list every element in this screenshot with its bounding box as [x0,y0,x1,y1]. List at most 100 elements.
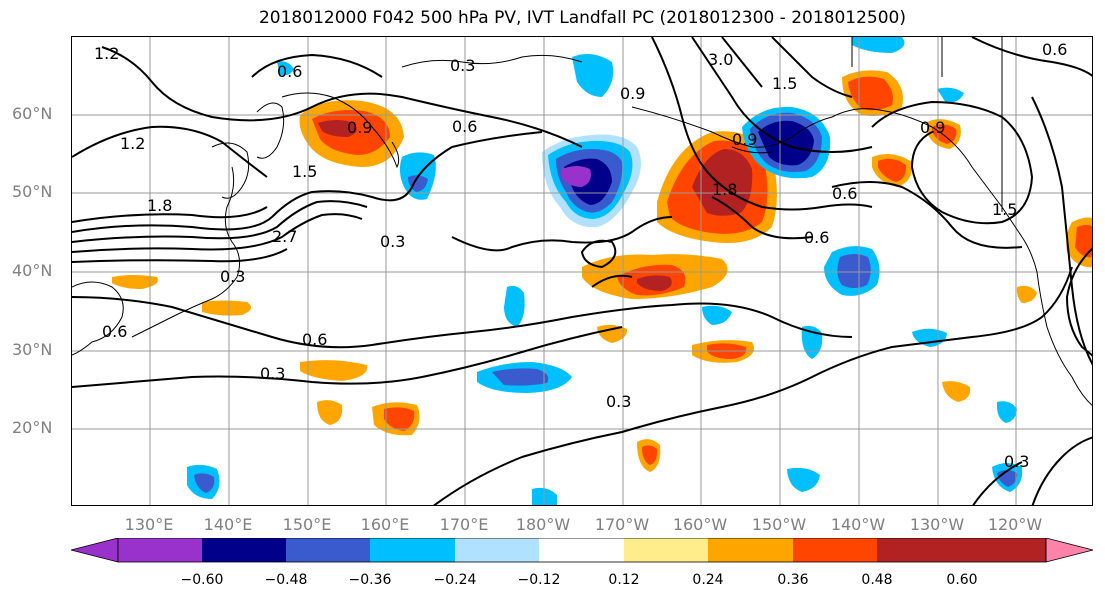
colorbar-segment [708,538,793,562]
colorbar [70,538,1094,563]
colorbar-segment [455,538,539,562]
colorbar-segment [624,538,708,562]
colorbar-segment [118,538,202,562]
lat-label-50n: 50°N [12,182,53,201]
lon-label-120w: 120°W [987,515,1043,534]
contour-label: 0.6 [452,117,477,136]
lon-label-130w: 130°W [909,515,965,534]
pv-contours [72,37,1092,505]
lon-label-150w: 150°W [751,515,807,534]
contour-label: 0.9 [920,118,945,137]
contour-label: 0.3 [260,364,285,383]
colorbar-tick: 0.60 [946,572,978,588]
lon-label-170w: 170°W [594,515,650,534]
pv-anomaly-positive [642,445,658,465]
colorbar-segment [539,538,624,562]
pv-anomaly-negative [504,285,525,327]
pv-anomaly-positive [300,360,368,381]
contour-label: 0.9 [732,130,757,149]
pv-anomaly-negative [408,175,428,192]
pv-anomaly-positive [384,407,415,431]
contour-label: 1.5 [772,74,797,93]
contour-label: 1.8 [147,196,172,215]
contour-label: 1.8 [712,180,737,199]
colorbar-segment [202,538,286,562]
pv-anomaly-negative [996,401,1017,423]
contour-label: 1.2 [94,44,119,63]
colorbar-outline [117,538,1047,563]
colorbar-tick: 0.12 [608,572,640,588]
pv-anomaly-negative [787,467,820,492]
lat-label-40n: 40°N [12,261,53,280]
colorbar-segment [793,538,877,562]
pv-anomaly-positive [692,149,753,216]
contour-label: 1.2 [120,134,145,153]
pv-anomaly-positive [597,324,628,343]
pv-anomaly-negative [837,254,871,288]
pv-anomaly-positive [202,300,251,316]
contour-label: 0.6 [804,228,829,247]
lon-label-180w: 180°W [515,515,571,534]
contour-label: 2.7 [272,227,297,246]
colorbar-segment [877,538,962,562]
contour-label: 0.6 [277,62,302,81]
lat-label-30n: 30°N [12,340,53,359]
map-title: 2018012000 F042 500 hPa PV, IVT Landfall… [258,8,906,28]
pv-anomaly-positive [1075,225,1092,258]
colorbar-extend-low [70,538,119,563]
lon-label-140w: 140°W [830,515,886,534]
map-panel: 1.2 0.6 0.3 3.0 1.5 0.6 0.9 1.2 1.5 0.9 … [71,36,1093,506]
lat-label-20n: 20°N [12,418,53,437]
pv-anomaly-negative [562,166,591,187]
contour-label: 1.5 [292,162,317,181]
pv-anomaly-negative [852,37,905,53]
contour-labels: 1.2 0.6 0.3 3.0 1.5 0.6 0.9 1.2 1.5 0.9 … [94,40,1067,471]
colorbar-segment [370,538,455,562]
contour-label: 1.5 [992,200,1017,219]
lon-label-140e: 140°E [203,515,253,534]
lon-label-150e: 150°E [282,515,332,534]
pv-anomaly-negative [702,305,732,325]
map-canvas: 1.2 0.6 0.3 3.0 1.5 0.6 0.9 1.2 1.5 0.9 … [72,37,1092,505]
lon-label-170e: 170°E [439,515,489,534]
pv-anomaly-negative [937,87,964,103]
pv-anomaly-positive [1016,285,1037,303]
contour-label: 0.3 [606,392,631,411]
colorbar-tick: 0.36 [777,572,809,588]
colorbar-tick: −0.36 [348,572,392,588]
colorbar-tick: −0.24 [433,572,477,588]
colorbar-segment [286,538,370,562]
lon-label-130e: 130°E [124,515,174,534]
pv-anomaly-positive [317,400,343,425]
contour-label: 3.0 [708,50,733,69]
contour-label: 0.6 [302,330,327,349]
pv-anomaly-positive [878,158,907,182]
contour-label: 0.3 [1004,452,1029,471]
colorbar-tick: −0.12 [517,572,561,588]
colorbar-tick: 0.24 [692,572,724,588]
contour-label: 0.3 [450,56,475,75]
colorbar-extend-high [1045,538,1094,563]
coastlines [72,37,1092,406]
pv-anomaly-negative [277,61,294,76]
pv-anomaly-negative [194,473,215,493]
contour-label: 0.9 [620,84,645,103]
colorbar-tick: −0.48 [264,572,308,588]
gridlines [72,37,1092,505]
pv-anomaly-negative [572,53,614,97]
lon-label-160w: 160°W [672,515,728,534]
pv-anomaly-positive [112,275,158,289]
lat-label-60n: 60°N [12,104,53,123]
contour-label: 0.6 [102,322,127,341]
contour-label: 0.6 [832,184,857,203]
pv-anomaly-positive [318,120,357,137]
contour-label: 0.3 [380,232,405,251]
colorbar-tick: 0.48 [861,572,893,588]
contour-label: 0.9 [347,118,372,137]
pv-anomaly-negative [492,368,549,386]
pv-anomaly-positive [942,381,971,402]
lon-label-160e: 160°E [360,515,410,534]
colorbar-segment [962,538,1046,562]
colorbar-tick: −0.60 [180,572,224,588]
contour-label: 0.6 [1042,40,1067,59]
